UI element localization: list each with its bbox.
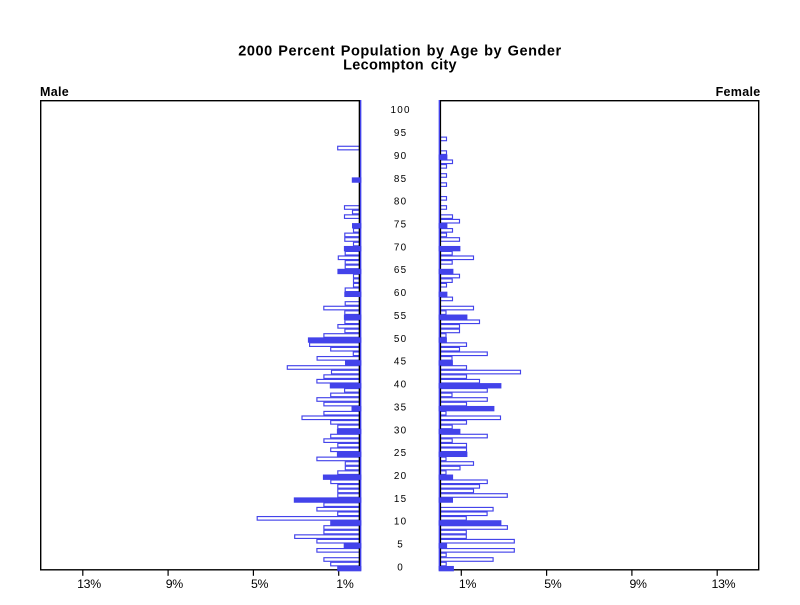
svg-text:30: 30 xyxy=(394,425,407,436)
svg-text:45: 45 xyxy=(394,357,407,368)
svg-text:90: 90 xyxy=(394,151,407,162)
svg-text:13%: 13% xyxy=(77,577,101,591)
svg-text:85: 85 xyxy=(394,174,407,185)
svg-text:0: 0 xyxy=(397,563,404,574)
svg-text:Lecompton city: Lecompton city xyxy=(343,57,457,73)
svg-text:20: 20 xyxy=(394,471,407,482)
svg-text:5: 5 xyxy=(397,540,404,551)
svg-text:35: 35 xyxy=(394,402,407,413)
svg-text:55: 55 xyxy=(394,311,407,322)
svg-text:Male: Male xyxy=(40,85,69,99)
svg-text:5%: 5% xyxy=(544,577,562,591)
svg-text:60: 60 xyxy=(394,288,407,299)
svg-text:25: 25 xyxy=(394,448,407,459)
svg-text:75: 75 xyxy=(394,220,407,231)
svg-text:Female: Female xyxy=(716,85,761,99)
svg-text:50: 50 xyxy=(394,334,407,345)
svg-text:9%: 9% xyxy=(630,577,648,591)
svg-text:5%: 5% xyxy=(251,577,269,591)
svg-text:95: 95 xyxy=(394,128,407,139)
svg-text:1%: 1% xyxy=(459,577,477,591)
svg-text:2000 Percent Population by Age: 2000 Percent Population by Age by Gender xyxy=(238,44,561,60)
svg-text:1%: 1% xyxy=(336,577,354,591)
svg-text:65: 65 xyxy=(394,265,407,276)
svg-text:9%: 9% xyxy=(166,577,184,591)
svg-text:40: 40 xyxy=(394,380,407,391)
svg-text:10: 10 xyxy=(394,517,407,528)
svg-text:80: 80 xyxy=(394,197,407,208)
svg-text:100: 100 xyxy=(390,105,410,116)
svg-text:15: 15 xyxy=(394,494,407,505)
svg-text:70: 70 xyxy=(394,242,407,253)
svg-text:13%: 13% xyxy=(712,577,736,591)
